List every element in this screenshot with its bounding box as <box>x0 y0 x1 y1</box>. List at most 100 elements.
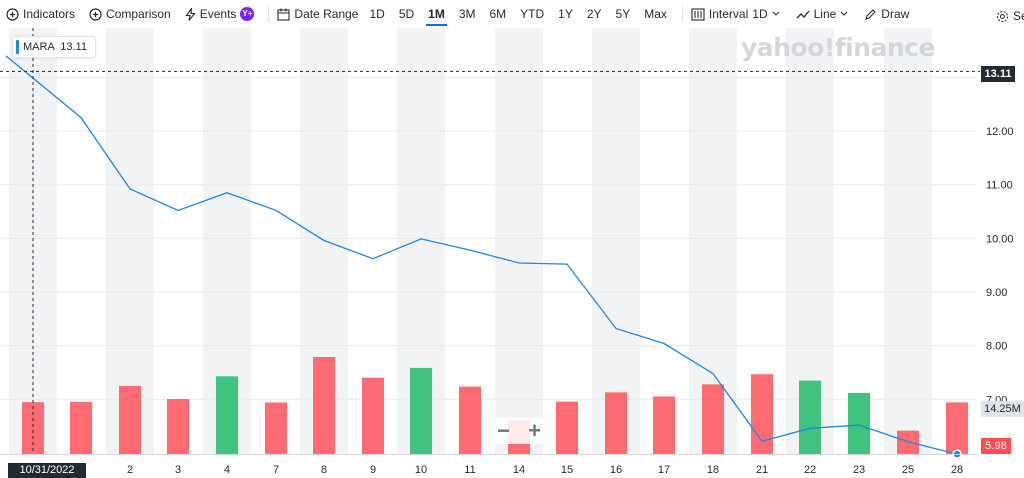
zoom-controls: − + <box>488 418 550 444</box>
x-tick-label: 3 <box>175 464 181 476</box>
date-range-label: Date Range <box>294 7 359 21</box>
settings-button[interactable]: Se <box>996 2 1024 30</box>
line-chart-icon <box>796 10 810 18</box>
chevron-down-icon <box>840 11 848 16</box>
x-tick-label: 10 <box>415 464 427 476</box>
volume-bar <box>702 384 724 454</box>
volume-bar <box>22 402 44 454</box>
indicators-label: Indicators <box>23 7 76 21</box>
legend-symbol: MARA <box>23 41 55 53</box>
range-button-5d[interactable]: 5D <box>398 7 415 21</box>
range-button-1y[interactable]: 1Y <box>558 7 573 21</box>
crosshair-price-tag: 13.11 <box>981 66 1015 82</box>
volume-bar <box>313 357 335 454</box>
range-selector: 1D 5D 1M 3M 6M YTD 1Y 2Y 5Y Max <box>362 0 673 28</box>
interval-label: Interval <box>708 7 749 21</box>
yahoo-finance-logo: yahoo!finance <box>741 33 935 62</box>
interval-button[interactable]: Interval 1D <box>691 0 780 28</box>
events-button[interactable]: Events Y+ <box>185 0 255 28</box>
day-band <box>106 28 154 454</box>
volume-bar <box>362 377 384 454</box>
volume-bar <box>848 392 870 454</box>
range-button-6m[interactable]: 6M <box>489 7 507 21</box>
volume-bar <box>119 385 141 454</box>
interval-icon <box>691 7 705 21</box>
chart-toolbar: Indicators Comparison Events Y+ Date Ran… <box>0 0 1024 28</box>
draw-label: Draw <box>881 7 910 21</box>
toolbar-divider <box>268 6 270 22</box>
y-tick-label: 12.00 <box>986 126 1014 138</box>
x-tick-label: 9 <box>370 464 376 476</box>
last-price-tag: 5.98 <box>981 438 1011 454</box>
date-range-button[interactable]: Date Range <box>277 0 358 28</box>
plus-circle-icon <box>89 7 102 21</box>
y-tick-label: 8.00 <box>986 341 1007 353</box>
volume-bar <box>799 380 821 454</box>
range-button-5y[interactable]: 5Y <box>615 7 631 21</box>
interval-value: 1D <box>752 7 768 21</box>
x-tick-label: 14 <box>513 464 525 476</box>
x-tick-label: 4 <box>224 464 230 476</box>
x-tick-label: 7 <box>273 464 279 476</box>
x-tick-label: 8 <box>321 464 327 476</box>
volume-bar <box>556 401 578 454</box>
range-button-1m[interactable]: 1M <box>421 0 452 28</box>
volume-bar <box>167 398 189 454</box>
chart-type-button[interactable]: Line <box>796 0 849 28</box>
y-tick-label: 9.00 <box>986 287 1007 299</box>
x-tick-label: 16 <box>610 464 622 476</box>
volume-bar <box>216 376 238 454</box>
series-legend[interactable]: MARA 13.11 <box>12 36 96 58</box>
zoom-in-button[interactable]: + <box>528 418 541 443</box>
range-button-3m[interactable]: 3M <box>458 7 476 21</box>
range-button-max[interactable]: Max <box>644 7 667 21</box>
comparison-label: Comparison <box>106 7 171 21</box>
plus-circle-icon <box>6 7 19 21</box>
volume-bar <box>459 386 481 454</box>
volume-bar <box>265 402 287 454</box>
settings-label: Se <box>1013 9 1024 23</box>
chevron-down-icon <box>772 11 779 16</box>
comparison-button[interactable]: Comparison <box>89 0 171 28</box>
gear-icon <box>996 10 1009 22</box>
volume-bar <box>70 401 92 454</box>
x-tick-label: 22 <box>804 464 816 476</box>
price-chart[interactable]: 13.0012.0011.0010.009.008.007.0023478910… <box>0 28 1024 478</box>
chart-type-label: Line <box>813 7 837 21</box>
indicators-button[interactable]: Indicators <box>6 0 75 28</box>
pencil-icon <box>865 8 877 20</box>
x-tick-label: 2 <box>127 464 133 476</box>
volume-tag: 14.25M <box>981 401 1024 417</box>
x-tick-label: 17 <box>658 464 670 476</box>
x-tick-label: 11 <box>464 464 475 476</box>
draw-button[interactable]: Draw <box>864 0 909 28</box>
zoom-out-button[interactable]: − <box>497 418 510 443</box>
legend-value: 13.11 <box>60 41 87 53</box>
chart-area[interactable]: 13.0012.0011.0010.009.008.007.0023478910… <box>0 28 1024 478</box>
y-tick-label: 11.00 <box>986 180 1013 192</box>
crosshair-date-tag: 10/31/2022 <box>8 463 86 478</box>
volume-bar <box>751 374 773 454</box>
day-band <box>592 28 640 454</box>
x-tick-label: 23 <box>853 464 865 476</box>
day-band <box>495 28 543 454</box>
x-tick-label: 18 <box>707 464 719 476</box>
events-label: Events <box>199 7 237 21</box>
x-tick-label: 15 <box>561 464 573 476</box>
volume-bar <box>605 392 627 454</box>
events-badge: Y+ <box>240 7 255 21</box>
x-tick-label: 28 <box>951 464 963 476</box>
x-tick-label: 25 <box>902 464 914 476</box>
toolbar-divider <box>681 6 683 22</box>
calendar-icon <box>277 8 290 21</box>
x-tick-label: 21 <box>756 464 768 476</box>
lightning-icon <box>185 7 196 21</box>
price-line <box>5 55 958 455</box>
y-tick-label: 10.00 <box>986 233 1014 245</box>
range-button-ytd[interactable]: YTD <box>520 7 545 21</box>
day-band <box>884 28 932 454</box>
volume-bar <box>946 402 968 454</box>
volume-bar <box>410 367 432 454</box>
range-button-1d[interactable]: 1D <box>369 7 385 21</box>
range-button-2y[interactable]: 2Y <box>586 7 602 21</box>
